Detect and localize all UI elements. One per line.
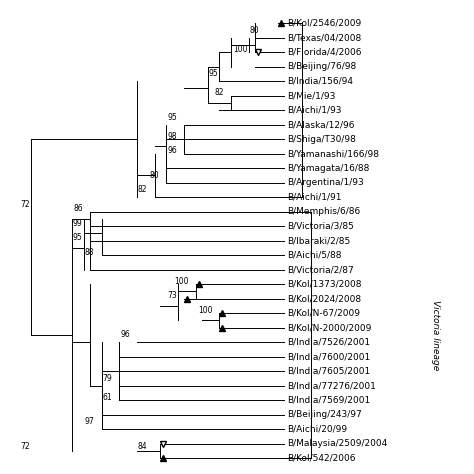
Text: 100: 100	[174, 277, 189, 286]
Text: B/Memphis/6/86: B/Memphis/6/86	[287, 207, 360, 216]
Text: B/Aichi/1/91: B/Aichi/1/91	[287, 192, 342, 201]
Text: B/Kol/N-2000/2009: B/Kol/N-2000/2009	[287, 323, 372, 332]
Text: B/Aichi/5/88: B/Aichi/5/88	[287, 251, 342, 260]
Text: 79: 79	[102, 374, 112, 383]
Text: B/India/156/94: B/India/156/94	[287, 77, 353, 86]
Text: B/Kol/2546/2009: B/Kol/2546/2009	[287, 18, 361, 27]
Text: 96: 96	[120, 330, 130, 339]
Text: 88: 88	[85, 248, 94, 257]
Text: 95: 95	[73, 233, 82, 242]
Text: 80: 80	[150, 171, 159, 180]
Text: Victoria lineage: Victoria lineage	[431, 300, 440, 370]
Text: 95: 95	[209, 69, 218, 78]
Text: B/India/7526/2001: B/India/7526/2001	[287, 337, 370, 346]
Text: B/Aichi/20/99: B/Aichi/20/99	[287, 425, 347, 434]
Text: B/Victoria/3/85: B/Victoria/3/85	[287, 222, 354, 231]
Text: B/Mie/1/93: B/Mie/1/93	[287, 91, 336, 100]
Text: B/Yamanashi/166/98: B/Yamanashi/166/98	[287, 149, 379, 158]
Text: B/Ibaraki/2/85: B/Ibaraki/2/85	[287, 236, 350, 245]
Text: B/Florida/4/2006: B/Florida/4/2006	[287, 47, 362, 56]
Text: 72: 72	[20, 200, 30, 209]
Text: B/Kol/N-67/2009: B/Kol/N-67/2009	[287, 309, 360, 318]
Text: B/Argentina/1/93: B/Argentina/1/93	[287, 178, 364, 187]
Text: B/Malaysia/2509/2004: B/Malaysia/2509/2004	[287, 439, 387, 448]
Text: 96: 96	[167, 146, 177, 155]
Text: B/India/7600/2001: B/India/7600/2001	[287, 352, 370, 361]
Text: 100: 100	[233, 45, 247, 54]
Text: 82: 82	[215, 88, 224, 97]
Text: B/India/77276/2001: B/India/77276/2001	[287, 381, 376, 390]
Text: 72: 72	[20, 442, 30, 451]
Text: B/Alaska/12/96: B/Alaska/12/96	[287, 120, 355, 129]
Text: 95: 95	[167, 113, 177, 122]
Text: B/Yamagata/16/88: B/Yamagata/16/88	[287, 164, 369, 173]
Text: 61: 61	[102, 393, 112, 402]
Text: B/Beijing/76/98: B/Beijing/76/98	[287, 62, 356, 71]
Text: B/Kol/1373/2008: B/Kol/1373/2008	[287, 280, 362, 289]
Text: 100: 100	[198, 306, 212, 315]
Text: B/Shiga/T30/98: B/Shiga/T30/98	[287, 135, 356, 144]
Text: 97: 97	[85, 418, 94, 427]
Text: B/Kol/542/2006: B/Kol/542/2006	[287, 454, 356, 463]
Text: B/Aichi/1/93: B/Aichi/1/93	[287, 106, 342, 115]
Text: B/Kol/2024/2008: B/Kol/2024/2008	[287, 294, 361, 303]
Text: B/India/7605/2001: B/India/7605/2001	[287, 366, 370, 375]
Text: 86: 86	[73, 204, 82, 213]
Text: B/Beijing/243/97: B/Beijing/243/97	[287, 410, 362, 419]
Text: 73: 73	[167, 291, 177, 300]
Text: 82: 82	[138, 185, 147, 194]
Text: 98: 98	[167, 132, 177, 141]
Text: 84: 84	[138, 442, 147, 451]
Text: B/Victoria/2/87: B/Victoria/2/87	[287, 265, 354, 274]
Text: B/India/7569/2001: B/India/7569/2001	[287, 396, 370, 405]
Text: 80: 80	[250, 26, 259, 35]
Text: B/Texas/04/2008: B/Texas/04/2008	[287, 33, 361, 42]
Text: 99: 99	[73, 219, 82, 228]
